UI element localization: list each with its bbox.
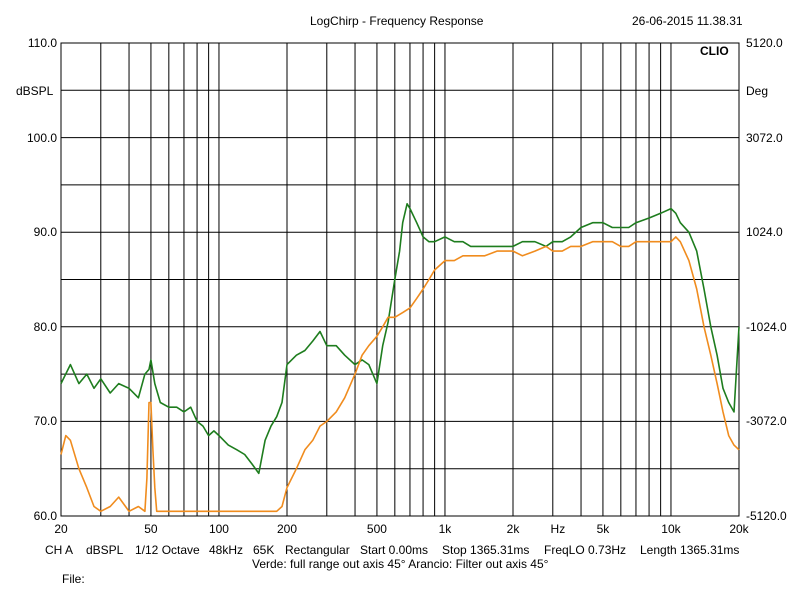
y-tick-label: 60.0: [33, 509, 57, 523]
plot-frame: [60, 42, 740, 517]
y-right-tick-label: 1024.0: [746, 225, 783, 240]
x-tick-label: 500: [366, 522, 387, 536]
y-right-tick-label: -5120.0: [746, 509, 787, 523]
settings-smoothing: 1/12 Octave: [135, 543, 200, 557]
settings-samplerate: 48kHz: [209, 543, 244, 557]
x-tick-label: 50: [144, 522, 158, 536]
x-tick-label: 200: [276, 522, 298, 536]
x-tick-label: 20k: [729, 522, 749, 536]
y-tick-label: 100.0: [26, 130, 57, 145]
settings-freqlo: FreqLO 0.73Hz: [544, 543, 627, 557]
series-line-orange: [60, 236, 740, 513]
x-tick-label: Hz: [550, 522, 566, 536]
y-axis-right-label: Deg: [746, 84, 769, 98]
y-right-tick-label: 5120.0: [746, 36, 783, 50]
settings-length: Length 1365.31ms: [640, 543, 740, 557]
file-label: File:: [62, 572, 85, 586]
chart-grid: [61, 43, 739, 516]
settings-unit: dBSPL: [86, 543, 124, 557]
y-tick-label: 90.0: [33, 225, 57, 240]
y-right-tick-label: -3072.0: [746, 414, 787, 429]
x-tick-label: 2k: [506, 522, 520, 536]
x-tick-label: 20: [54, 522, 68, 536]
x-tick-label: 10k: [661, 522, 681, 536]
legend-text: Verde: full range out axis 45° Arancio: …: [252, 557, 549, 571]
x-tick-label: 100: [208, 522, 229, 536]
y-right-tick-label: -1024.0: [746, 319, 787, 334]
chart-title: LogChirp - Frequency Response: [310, 14, 484, 28]
series-line-green: [60, 203, 740, 475]
settings-start: Start 0.00ms: [360, 543, 429, 557]
series-layer: [60, 203, 740, 513]
y-right-tick-label: 3072.0: [746, 130, 783, 145]
x-tick-label: 1k: [438, 522, 452, 536]
settings-window: Rectangular: [285, 543, 350, 557]
y-tick-label: 80.0: [33, 319, 57, 334]
x-tick-label: 5k: [596, 522, 610, 536]
settings-size: 65K: [253, 543, 275, 557]
y-tick-label: 110.0: [27, 36, 57, 50]
clio-brand: CLIO: [700, 44, 729, 58]
settings-ch: CH A: [45, 543, 74, 557]
settings-stop: Stop 1365.31ms: [442, 543, 530, 557]
timestamp: 26-06-2015 11.38.31: [632, 14, 743, 28]
y-tick-label: 70.0: [33, 414, 57, 429]
y-axis-label: dBSPL: [16, 84, 54, 98]
